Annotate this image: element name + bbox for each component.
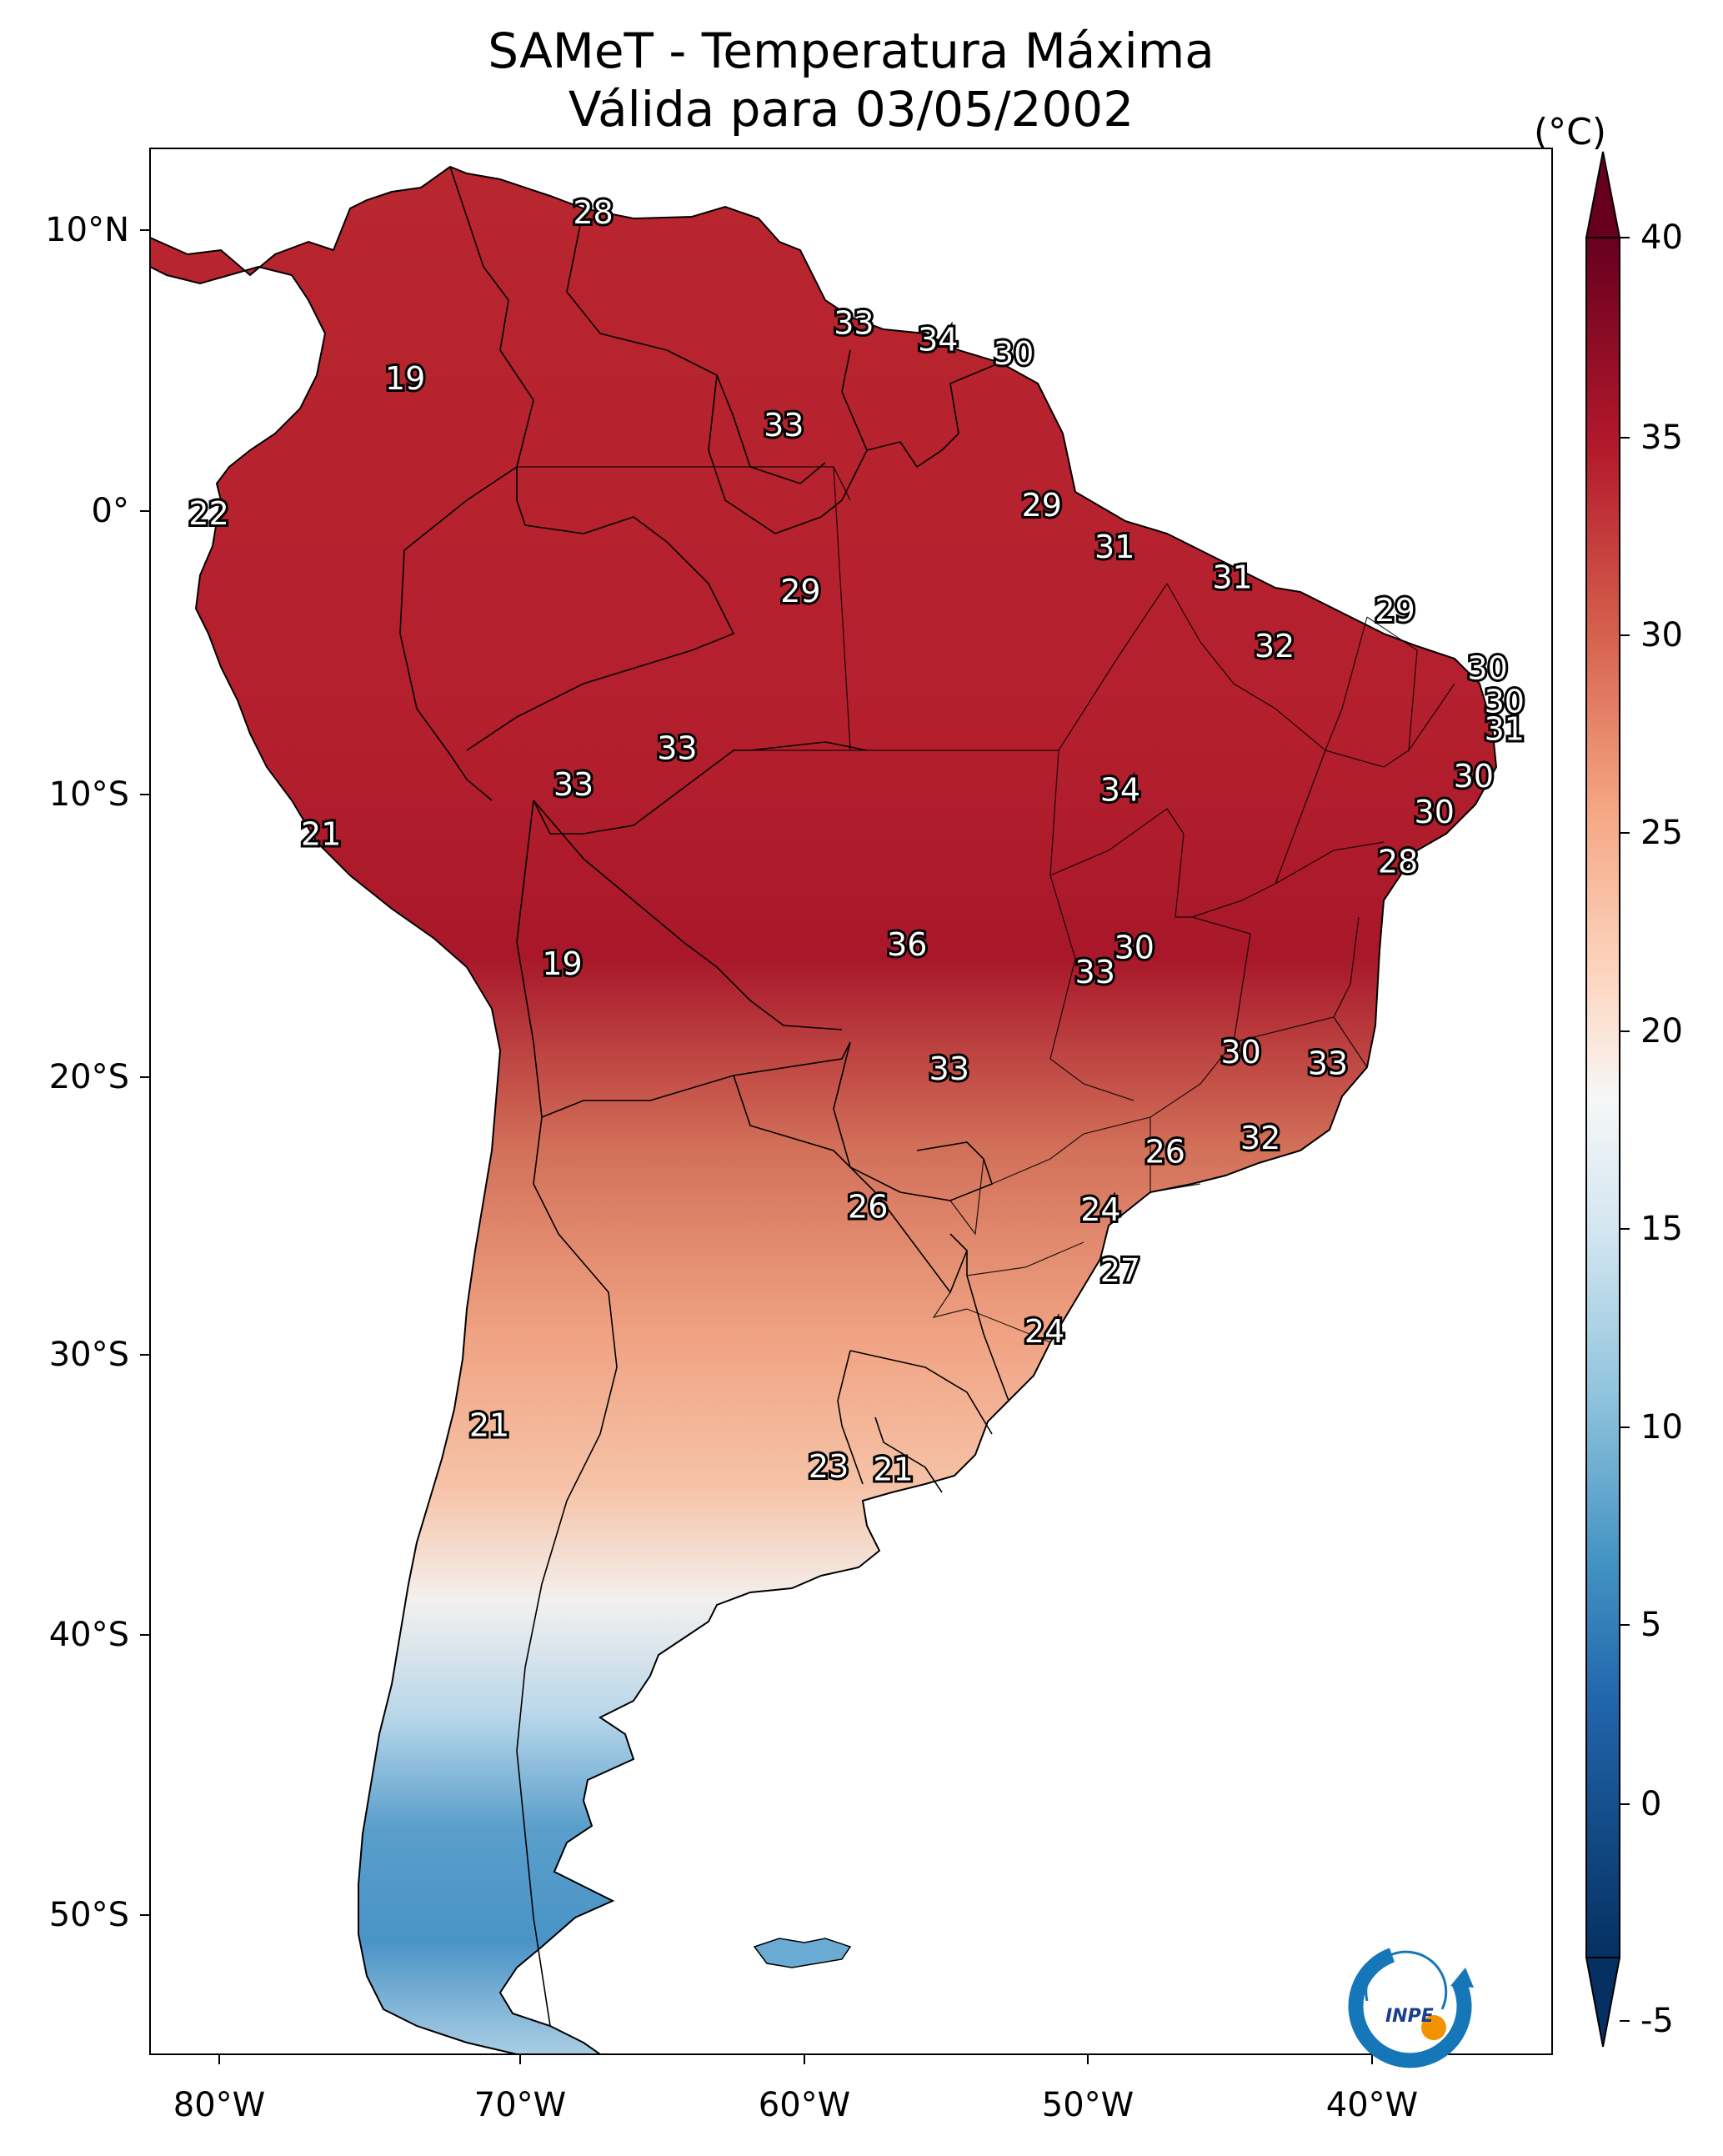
contour-label: 21 (873, 1451, 913, 1487)
contour-label: 30 (1454, 758, 1494, 795)
inpe-orbit-icon (1365, 1950, 1448, 2010)
x-tick-label: 60°W (758, 2086, 851, 2124)
contour-label: 36 (887, 926, 927, 963)
y-tick-label: 50°S (48, 1896, 129, 1934)
colorbar-tick-label: 30 (1640, 616, 1683, 654)
colorbar-min-extension (1585, 1957, 1621, 2048)
colorbar-tick-label: 15 (1640, 1210, 1683, 1248)
map-area (150, 165, 1498, 2054)
contour-label: 33 (1075, 954, 1115, 990)
colorbar-max-extension (1585, 151, 1621, 238)
contour-label: 29 (780, 573, 820, 609)
contour-label: 34 (1100, 771, 1140, 808)
x-tick-label: 80°W (173, 2086, 266, 2124)
colorbar-tick-label: 40 (1640, 218, 1683, 257)
map-subtitle: Válida para 03/05/2002 (568, 81, 1134, 138)
contour-label: 23 (809, 1448, 849, 1485)
contour-label: 30 (1415, 794, 1455, 830)
x-tick-label: 40°W (1325, 2086, 1419, 2124)
contour-label: 26 (1145, 1133, 1185, 1170)
y-ticks (140, 229, 150, 1916)
y-tick-label: 30°S (48, 1336, 129, 1374)
y-tick-label: 0° (91, 492, 129, 530)
contour-label: 24 (1024, 1313, 1064, 1350)
y-tick-label: 10°S (48, 775, 129, 814)
inpe-sun-icon (1421, 2015, 1446, 2040)
contour-label: 24 (1080, 1191, 1120, 1228)
contour-label: 33 (929, 1050, 969, 1087)
colorbar-tick-label: 10 (1640, 1408, 1683, 1447)
x-ticks (218, 2054, 1373, 2064)
contour-label: 33 (553, 766, 594, 803)
contour-label: 34 (918, 321, 958, 358)
contour-label: 30 (994, 335, 1034, 372)
inpe-logo-text: INPE (1385, 2006, 1434, 2027)
x-tick-label: 70°W (473, 2086, 567, 2124)
x-tick-label: 50°W (1041, 2086, 1134, 2124)
contour-label: 30 (1485, 683, 1525, 720)
colorbar-tick-label: 35 (1640, 419, 1683, 457)
contour-label: 31 (1212, 559, 1252, 595)
contour-label: 28 (1378, 844, 1418, 880)
y-tick-label: 20°S (48, 1058, 129, 1096)
inpe-logo: INPE (1348, 1948, 1474, 2068)
contour-label: 19 (385, 360, 425, 397)
contour-label: 19 (542, 945, 582, 982)
colorbar-tick-label: 5 (1640, 1606, 1662, 1644)
brazil-state-borders (517, 466, 1455, 1343)
colorbar-unit: (°C) (1534, 111, 1607, 153)
colorbar (1585, 237, 1620, 1958)
inpe-arrow-icon (1450, 1968, 1474, 1988)
contour-label: 33 (657, 730, 697, 767)
contour-label: 21 (301, 815, 341, 852)
colorbar-ticks (1620, 237, 1630, 2022)
inpe-swoosh-icon (1348, 1948, 1472, 2068)
contour-label: 30 (1220, 1034, 1260, 1070)
contour-label: 30 (1467, 650, 1507, 687)
contour-label: 21 (469, 1406, 509, 1443)
contour-label: 29 (1022, 487, 1062, 524)
colorbar-tick-label: 20 (1640, 1012, 1683, 1050)
colorbar-tick-label: 25 (1640, 814, 1683, 852)
contour-label: 33 (764, 407, 804, 444)
colorbar-tick-label: -5 (1640, 2002, 1674, 2040)
y-tick-label: 40°S (48, 1616, 129, 1654)
contour-label: 32 (1255, 628, 1295, 664)
contour-label: 33 (834, 305, 874, 342)
contour-label: 27 (1100, 1252, 1140, 1289)
contour-label: 33 (1308, 1045, 1348, 1081)
colorbar-tick-label: 0 (1640, 1785, 1662, 1823)
south-america-land (150, 165, 1498, 2054)
contour-label: 31 (1485, 711, 1525, 748)
contour-label: 29 (1375, 592, 1415, 629)
y-tick-label: 10°N (45, 211, 129, 249)
falkland-islands (753, 1938, 852, 1968)
contour-label: 22 (188, 495, 228, 532)
map-frame (149, 148, 1553, 2055)
contour-label: 31 (1094, 529, 1134, 565)
contour-label: 30 (1114, 929, 1155, 965)
contour-label: 28 (573, 194, 613, 231)
contour-label: 26 (848, 1189, 888, 1226)
map-title: SAMeT - Temperatura Máxima (488, 23, 1215, 79)
contour-label: 32 (1240, 1120, 1280, 1156)
